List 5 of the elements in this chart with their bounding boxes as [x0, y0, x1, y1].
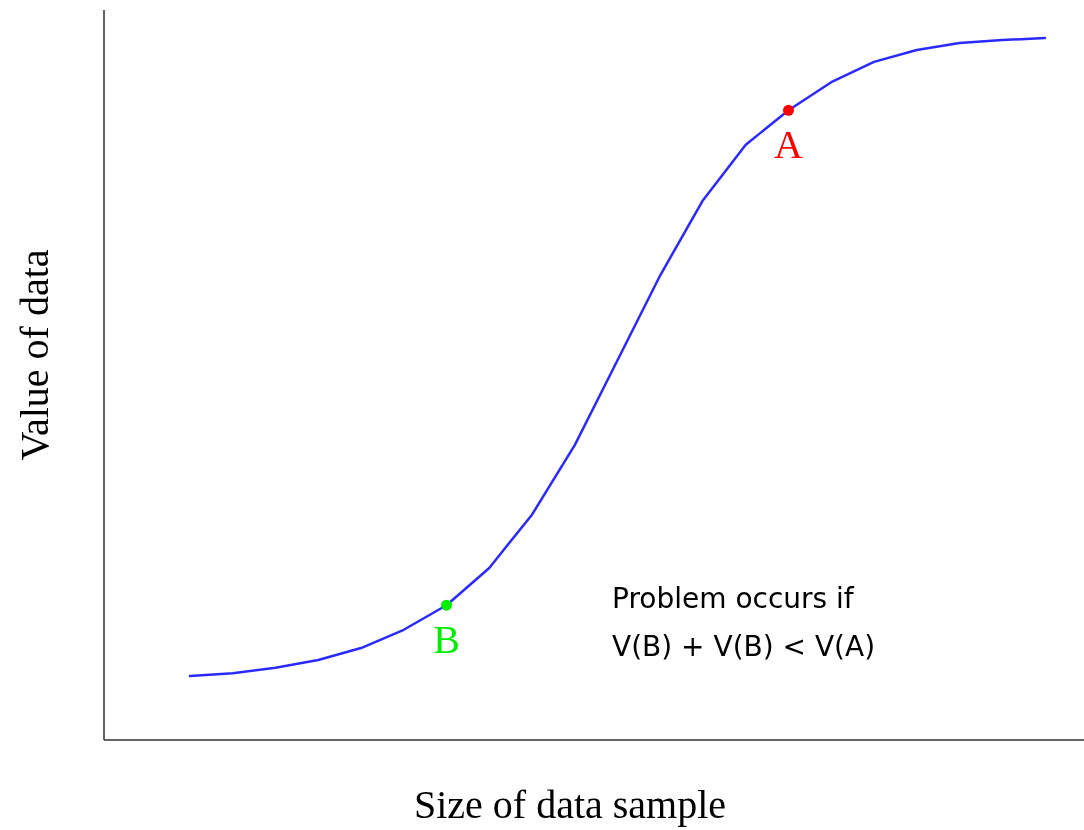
x-axis-title: Size of data sample	[413, 782, 727, 827]
annotation: B	[433, 617, 460, 663]
y-axis-title: Value of data	[12, 249, 57, 461]
annotation: Problem occurs if V(B) + V(B) < V(A)	[612, 582, 876, 663]
annotation: A	[774, 122, 804, 168]
